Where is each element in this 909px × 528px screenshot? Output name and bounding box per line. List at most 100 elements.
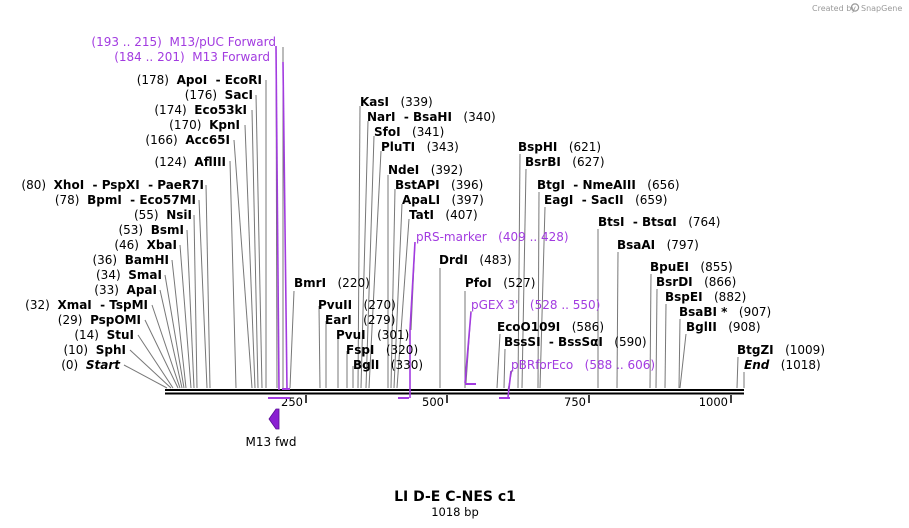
site-label[interactable]: BsaAI (797) [617,238,699,252]
site-position: (270) [364,298,396,312]
site-name: BssSI - BssSαI [504,335,603,349]
site-position: (220) [338,276,370,290]
site-position: (392) [431,163,463,177]
site-label[interactable]: NarI - BsaHI (340) [367,110,496,124]
site-position: (1018) [781,358,821,372]
feature-label[interactable]: pBRforEco (588 .. 606) [511,358,655,372]
snapgene-logo-icon [850,3,860,12]
site-label[interactable]: (14) StuI [74,328,134,342]
site-name: Eco53kI [194,103,247,117]
site-position: (764) [688,215,720,229]
site-label[interactable]: EcoO109I (586) [497,320,604,334]
site-name: PluTI [381,140,415,154]
site-label[interactable]: BspEI (882) [665,290,746,304]
site-label[interactable]: KasI (339) [360,95,433,109]
site-label[interactable]: PluTI (343) [381,140,459,154]
site-position: (320) [386,343,418,357]
site-label[interactable]: BmrI (220) [294,276,370,290]
site-name: KasI [360,95,389,109]
site-label[interactable]: (34) SmaI [96,268,162,282]
site-label[interactable]: (78) BpmI - Eco57MI [55,193,196,207]
map-title: LI D-E C-NES c1 [394,489,516,505]
site-label[interactable]: PvuII (270) [318,298,396,312]
site-position: (36) [92,253,117,267]
site-label[interactable]: (29) PspOMI [58,313,141,327]
site-name: PspOMI [90,313,141,327]
site-position: (10) [63,343,88,357]
site-position: (193 .. 215) [91,35,161,49]
site-name: BamHI [125,253,169,267]
site-label[interactable]: BsrDI (866) [656,275,736,289]
site-position: (184 .. 201) [114,50,184,64]
site-label[interactable]: (46) XbaI [114,238,177,252]
feature-label[interactable]: (193 .. 215) M13/pUC Forward [91,35,276,49]
site-name: ApoI - EcoRI [177,73,262,87]
ruler: 250 500 750 1000 [281,395,732,409]
site-label[interactable]: (0) Start [61,358,121,372]
site-label[interactable]: BpuEI (855) [650,260,733,274]
site-position: (908) [728,320,760,334]
site-name: ApaLI [402,193,440,207]
site-name: BpmI - Eco57MI [87,193,196,207]
site-label[interactable]: BglI (330) [353,358,423,372]
site-label[interactable]: (178) ApoI - EcoRI [137,73,262,87]
site-position: (907) [739,305,771,319]
site-label[interactable]: (124) AflIII [155,155,227,169]
feature-label[interactable]: (184 .. 201) M13 Forward [114,50,270,64]
site-label[interactable]: (170) KpnI [169,118,240,132]
site-label[interactable]: BtgI - NmeAIII (656) [537,178,680,192]
site-label[interactable]: DrdI (483) [439,253,512,267]
site-label[interactable]: TatI (407) [409,208,478,222]
site-name: BmrI [294,276,326,290]
site-label[interactable]: (10) SphI [63,343,126,357]
m13-fwd-primer-arrow-icon[interactable] [268,408,280,430]
site-position: (882) [714,290,746,304]
credit-text: Created by [812,4,856,13]
site-label[interactable]: (55) NsiI [134,208,192,222]
site-label[interactable]: (33) ApaI [94,283,157,297]
site-name: StuI [107,328,134,342]
site-position: (397) [452,193,484,207]
site-position: (279) [363,313,395,327]
site-label[interactable]: End (1018) [744,358,821,372]
site-label[interactable]: FspI (320) [346,343,418,357]
site-position: (483) [479,253,511,267]
site-position: (339) [400,95,432,109]
site-label[interactable]: (53) BsmI [118,223,184,237]
site-position: (14) [74,328,99,342]
site-label[interactable]: ApaLI (397) [402,193,484,207]
site-label[interactable]: BtgZI (1009) [737,343,825,357]
site-label[interactable]: BsrBI (627) [525,155,605,169]
site-position: (1009) [785,343,825,357]
site-label[interactable]: (166) Acc65I [145,133,230,147]
site-position: (32) [25,298,50,312]
site-label[interactable]: BspHI (621) [518,140,601,154]
site-label[interactable]: EarI (279) [325,313,395,327]
site-label[interactable]: EagI - SacII (659) [544,193,667,207]
site-label[interactable]: (32) XmaI - TspMI [25,298,148,312]
site-label[interactable]: BglII (908) [686,320,761,334]
site-label[interactable]: PfoI (527) [465,276,535,290]
site-label[interactable]: BstAPI (396) [395,178,483,192]
site-label[interactable]: SfoI (341) [374,125,444,139]
feature-label[interactable]: pRS-marker (409 .. 428) [416,230,569,244]
site-name: XmaI - TspMI [57,298,148,312]
feature-label-m13-fwd: M13 fwd [246,435,297,449]
site-label[interactable]: BssSI - BssSαI (590) [504,335,647,349]
site-label[interactable]: NdeI (392) [388,163,463,177]
site-name: BtsI - BtsαI [598,215,677,229]
site-label[interactable]: BtsI - BtsαI (764) [598,215,720,229]
site-label[interactable]: BsaBI * (907) [679,305,771,319]
site-label[interactable]: (36) BamHI [92,253,169,267]
site-label[interactable]: (174) Eco53kI [154,103,247,117]
feature-label[interactable]: pGEX 3' (528 .. 550) [471,298,600,312]
site-name: DrdI [439,253,468,267]
site-label[interactable]: (80) XhoI - PspXI - PaeR7I [21,178,204,192]
site-name: pRS-marker [416,230,487,244]
site-position: (34) [96,268,121,282]
site-position: (588 .. 606) [585,358,655,372]
site-position: (621) [569,140,601,154]
site-label[interactable]: (176) SacI [185,88,253,102]
site-label[interactable]: PvuI (301) [336,328,409,342]
